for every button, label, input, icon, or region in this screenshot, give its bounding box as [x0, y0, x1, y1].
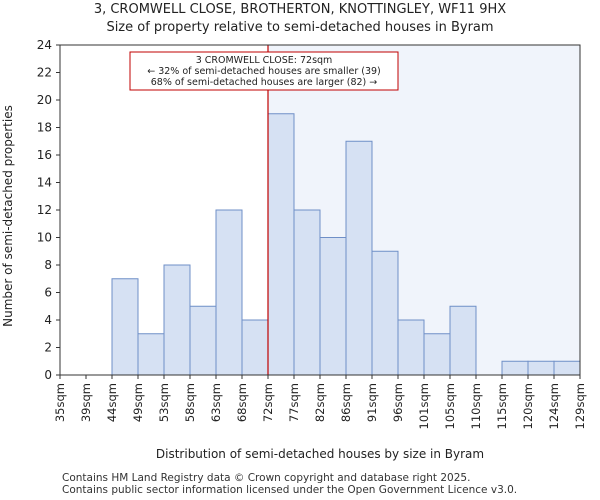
bar-86sqm [345, 140, 373, 376]
bar-91sqm [371, 250, 399, 376]
y-tick-label: 8 [44, 258, 52, 272]
bar-96sqm [397, 319, 425, 376]
x-tick-label: 77sqm [287, 383, 301, 422]
y-tick-label: 22 [37, 66, 52, 80]
chart-title: 3, CROMWELL CLOSE, BROTHERTON, KNOTTINGL… [93, 2, 507, 17]
bar-63sqm [215, 209, 243, 376]
x-tick-label: 49sqm [131, 383, 145, 422]
x-tick-label: 115sqm [495, 383, 509, 429]
footer-line-1: Contains HM Land Registry data © Crown c… [62, 472, 471, 484]
x-tick-label: 86sqm [339, 383, 353, 422]
bar-44sqm [111, 278, 139, 376]
x-tick-label: 110sqm [469, 383, 483, 429]
y-tick-label: 16 [37, 148, 52, 162]
x-tick-label: 120sqm [521, 383, 535, 429]
y-axis-label: Number of semi-detached properties [1, 105, 15, 327]
annotation-line-1: 3 CROMWELL CLOSE: 72sqm [196, 55, 333, 66]
chart-subtitle: Size of property relative to semi-detach… [106, 20, 494, 35]
x-tick-label: 129sqm [573, 383, 587, 429]
y-tick-label: 6 [44, 286, 52, 300]
bar-58sqm [189, 305, 217, 376]
y-tick-label: 24 [37, 38, 52, 52]
bar-77sqm [293, 209, 321, 376]
x-tick-label: 91sqm [365, 383, 379, 422]
annotation-line-3: 68% of semi-detached houses are larger (… [151, 77, 378, 88]
y-tick-label: 2 [44, 341, 52, 355]
x-tick-label: 53sqm [157, 383, 171, 422]
bar-101sqm [423, 333, 451, 376]
footer-line-2: Contains public sector information licen… [62, 484, 518, 496]
x-tick-label: 124sqm [547, 383, 561, 429]
annotation-line-2: ← 32% of semi-detached houses are smalle… [147, 66, 381, 77]
x-tick-label: 72sqm [261, 383, 275, 422]
y-tick-label: 4 [44, 313, 52, 327]
bar-68sqm [241, 319, 269, 376]
x-tick-label: 58sqm [183, 383, 197, 422]
bar-72sqm [267, 113, 295, 376]
y-tick-label: 18 [37, 121, 52, 135]
x-tick-label: 105sqm [443, 383, 457, 429]
x-tick-label: 39sqm [79, 383, 93, 422]
x-tick-label: 35sqm [53, 383, 67, 422]
y-tick-label: 12 [37, 203, 52, 217]
bar-82sqm [319, 237, 347, 376]
bar-115sqm [501, 360, 529, 376]
y-tick-label: 14 [37, 176, 52, 190]
annotation-box [129, 51, 399, 91]
bar-49sqm [137, 333, 165, 376]
x-tick-label: 63sqm [209, 383, 223, 422]
x-tick-label: 82sqm [313, 383, 327, 422]
y-tick-label: 10 [37, 231, 52, 245]
x-tick-label: 101sqm [417, 383, 431, 429]
bar-105sqm [449, 305, 477, 376]
x-tick-label: 44sqm [105, 383, 119, 422]
bar-120sqm [527, 360, 555, 376]
y-tick-label: 20 [37, 93, 52, 107]
x-tick-label: 96sqm [391, 383, 405, 422]
bar-53sqm [163, 264, 191, 376]
y-tick-label: 0 [44, 368, 52, 382]
x-tick-label: 68sqm [235, 383, 249, 422]
bar-124sqm [553, 360, 581, 376]
x-axis-label: Distribution of semi-detached houses by … [156, 447, 484, 461]
